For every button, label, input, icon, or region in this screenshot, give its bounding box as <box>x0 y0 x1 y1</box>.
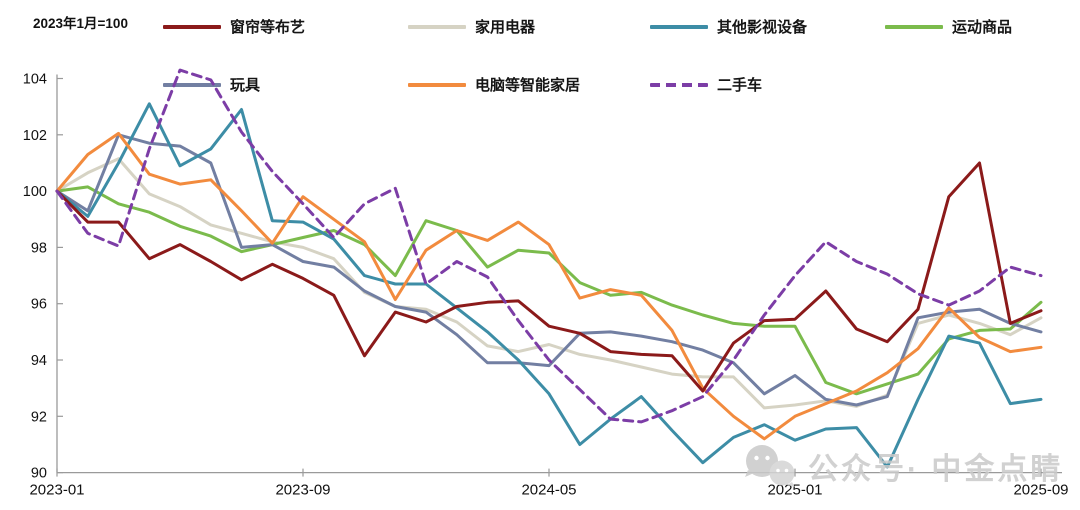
y-tick-label: 94 <box>31 353 47 369</box>
legend-swatch-used-cars <box>650 82 708 87</box>
y-tick-label: 96 <box>31 297 47 313</box>
legend-item-curtains: 窗帘等布艺 <box>163 16 305 37</box>
legend-label-smart-home: 电脑等智能家居 <box>475 77 581 94</box>
legend-label-curtains: 窗帘等布艺 <box>230 19 306 36</box>
y-tick-label: 100 <box>23 184 47 200</box>
series-line-4 <box>55 133 1043 407</box>
watermark: 公众号· 中金点睛 <box>742 444 1063 488</box>
series-line-6 <box>55 68 1043 424</box>
legend-swatch-toys <box>163 82 221 87</box>
series-line-1 <box>55 157 1043 410</box>
series-line-0 <box>55 161 1043 393</box>
legend-swatch-curtains <box>163 24 221 29</box>
series-line-3 <box>55 185 1043 396</box>
series-line-2 <box>55 102 1043 469</box>
watermark-text: 公众号· 中金点睛 <box>808 453 1064 486</box>
x-tick-label: 2024-05 <box>521 482 576 499</box>
legend-item-video-equipment: 其他影视设备 <box>650 16 807 37</box>
legend-swatch-sports-goods <box>885 24 943 29</box>
legend-item-smart-home: 电脑等智能家居 <box>408 74 580 95</box>
x-tick-label: 2025-09 <box>1013 482 1068 499</box>
legend-label-video-equipment: 其他影视设备 <box>717 19 808 36</box>
legend-swatch-appliances <box>408 24 466 29</box>
index-base-note: 2023年1月=100 <box>33 16 128 31</box>
legend-label-used-cars: 二手车 <box>717 77 763 94</box>
legend-label-appliances: 家用电器 <box>475 19 536 36</box>
legend-item-sports-goods: 运动商品 <box>885 16 1012 37</box>
x-tick-label: 2025-01 <box>767 482 822 499</box>
x-tick-label: 2023-09 <box>275 482 330 499</box>
y-tick-label: 98 <box>31 240 47 256</box>
x-tick-label: 2023-01 <box>29 482 84 499</box>
y-tick-label: 104 <box>23 72 47 88</box>
legend-item-toys: 玩具 <box>163 74 260 95</box>
y-tick-label: 92 <box>31 409 47 425</box>
legend-label-sports-goods: 运动商品 <box>952 19 1013 36</box>
wechat-icon <box>745 445 795 487</box>
legend-item-appliances: 家用电器 <box>408 16 535 37</box>
legend-swatch-video-equipment <box>650 24 708 29</box>
legend-item-used-cars: 二手车 <box>650 74 762 95</box>
legend-swatch-smart-home <box>408 82 466 87</box>
y-tick-label: 90 <box>31 466 47 482</box>
legend-label-toys: 玩具 <box>230 77 261 94</box>
series-line-5 <box>55 131 1043 441</box>
y-tick-label: 102 <box>23 128 47 144</box>
